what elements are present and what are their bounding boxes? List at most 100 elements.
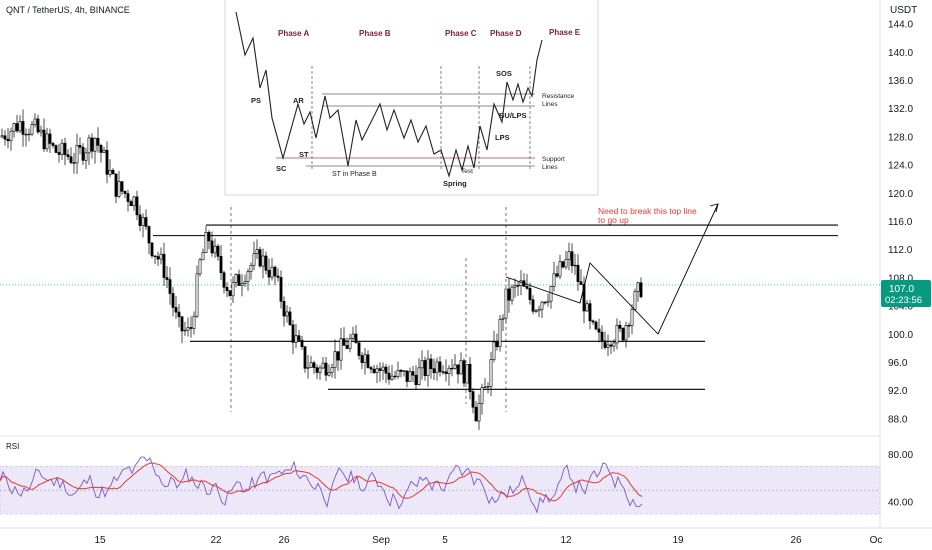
candle bbox=[210, 231, 214, 257]
candle bbox=[9, 127, 13, 151]
candle bbox=[57, 143, 61, 163]
candle bbox=[114, 173, 118, 204]
price-tick-label: 144.0 bbox=[888, 20, 913, 31]
candle bbox=[150, 242, 154, 259]
symbol-label: QNT / TetherUS, 4h, BINANCE bbox=[6, 5, 130, 15]
candle bbox=[489, 352, 493, 397]
candle bbox=[183, 321, 187, 336]
price-tick-label: 120.0 bbox=[888, 189, 913, 200]
candle bbox=[243, 274, 247, 288]
time-tick-label: 15 bbox=[94, 535, 106, 546]
candle bbox=[135, 190, 139, 221]
price-tick-label: 116.0 bbox=[888, 217, 913, 228]
candle bbox=[297, 330, 301, 342]
phase-e-label: Phase E bbox=[549, 28, 581, 37]
time-tick-label: Sep bbox=[372, 535, 390, 546]
candle bbox=[54, 144, 58, 154]
annotation-line-1: Need to break this top line bbox=[598, 206, 697, 216]
candle bbox=[279, 270, 283, 309]
candle bbox=[75, 133, 79, 174]
candle bbox=[63, 137, 67, 166]
candle bbox=[252, 241, 256, 271]
price-tick-label: 92.0 bbox=[888, 386, 908, 397]
time-tick-label: 22 bbox=[210, 535, 222, 546]
candle bbox=[414, 365, 418, 391]
candle bbox=[84, 147, 88, 170]
label-sc: SC bbox=[276, 164, 287, 173]
candle bbox=[492, 330, 496, 363]
candle bbox=[459, 352, 463, 375]
candle bbox=[285, 305, 289, 323]
time-axis[interactable]: 15 22 26 Sep 5 12 19 26 Oc bbox=[94, 535, 882, 546]
candle bbox=[294, 323, 298, 349]
candle bbox=[141, 213, 145, 238]
candle bbox=[18, 115, 22, 134]
candle bbox=[303, 346, 307, 373]
candle bbox=[345, 337, 349, 350]
candle bbox=[486, 382, 490, 394]
candle bbox=[276, 268, 280, 282]
candle bbox=[579, 269, 583, 285]
candle bbox=[327, 364, 331, 377]
candle bbox=[129, 199, 133, 207]
rsi-ma-line bbox=[0, 462, 643, 502]
candle bbox=[90, 133, 94, 159]
candle bbox=[441, 365, 445, 375]
candle bbox=[309, 355, 313, 369]
candle bbox=[288, 307, 292, 326]
rsi-label: RSI bbox=[6, 442, 19, 451]
candle bbox=[585, 300, 589, 312]
candle bbox=[93, 137, 97, 164]
candle bbox=[477, 394, 481, 430]
candle bbox=[312, 360, 316, 374]
candle bbox=[60, 139, 64, 160]
candle bbox=[48, 128, 52, 154]
candle bbox=[123, 190, 127, 199]
label-sos: SOS bbox=[496, 69, 512, 78]
candle bbox=[318, 365, 322, 380]
price-axis[interactable]: 144.0 140.0 136.0 132.0 128.0 124.0 120.0 116.0… bbox=[888, 20, 913, 426]
candle bbox=[438, 356, 442, 377]
candle bbox=[603, 331, 607, 350]
candle bbox=[87, 134, 91, 166]
candle bbox=[216, 243, 220, 261]
candle bbox=[393, 370, 397, 380]
price-tick-label: 112.0 bbox=[888, 245, 913, 256]
price-badge-value: 107.0 bbox=[889, 284, 914, 295]
price-tick-label: 96.0 bbox=[888, 358, 908, 369]
horizontal-levels[interactable] bbox=[153, 224, 838, 390]
candle bbox=[270, 258, 274, 281]
price-tick-label: 88.0 bbox=[888, 414, 908, 425]
candle bbox=[177, 304, 181, 328]
candle bbox=[447, 365, 451, 386]
price-badge-countdown: 02:23:56 bbox=[885, 295, 922, 306]
candle bbox=[453, 354, 457, 370]
price-tick-label: 104.0 bbox=[888, 302, 913, 313]
projection-path[interactable] bbox=[505, 203, 719, 335]
candle bbox=[162, 242, 166, 286]
candle bbox=[591, 319, 595, 325]
candle bbox=[600, 325, 604, 350]
candle bbox=[30, 121, 34, 137]
candle bbox=[126, 189, 130, 212]
candle bbox=[324, 356, 328, 382]
candle bbox=[525, 273, 529, 290]
rsi-tick-label: 80.00 bbox=[888, 450, 913, 461]
rsi-axis[interactable]: 80.00 40.00 bbox=[888, 450, 913, 509]
candle bbox=[552, 261, 556, 292]
candle bbox=[219, 245, 223, 280]
candle bbox=[3, 130, 7, 146]
phase-d-label: Phase D bbox=[490, 29, 522, 38]
time-tick-label: 26 bbox=[278, 535, 290, 546]
label-spring: Spring bbox=[443, 179, 467, 188]
candle bbox=[282, 296, 286, 327]
candle bbox=[267, 258, 271, 286]
candle bbox=[207, 229, 211, 250]
candle bbox=[195, 265, 199, 319]
candle bbox=[372, 364, 376, 374]
wyckoff-inset: Phase A Phase B Phase C Phase D Phase E … bbox=[224, 0, 599, 196]
label-test: Test bbox=[461, 168, 473, 175]
candle bbox=[576, 254, 580, 291]
candle bbox=[225, 282, 229, 298]
